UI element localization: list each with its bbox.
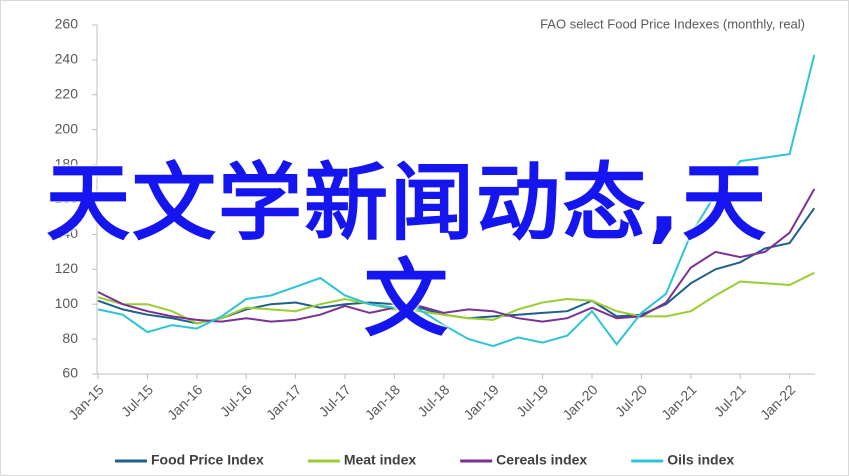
x-tick-label: Jul-21 bbox=[711, 381, 749, 419]
x-tick-label: Jan-19 bbox=[460, 381, 502, 423]
x-tick-label: Jan-21 bbox=[658, 381, 700, 423]
x-tick-label: Jan-17 bbox=[263, 381, 305, 423]
y-tick-label: 180 bbox=[55, 155, 79, 171]
legend-label: Oils index bbox=[667, 452, 734, 468]
y-tick-label: 200 bbox=[55, 120, 79, 136]
y-tick-label: 220 bbox=[55, 86, 79, 102]
y-tick-label: 260 bbox=[55, 16, 79, 32]
x-tick-label: Jan-18 bbox=[362, 381, 404, 423]
x-tick-label: Jul-15 bbox=[118, 381, 156, 419]
y-tick-label: 240 bbox=[55, 51, 79, 67]
y-tick-label: 80 bbox=[62, 330, 78, 346]
legend-label: Meat index bbox=[344, 452, 417, 468]
x-tick-label: Jul-20 bbox=[612, 381, 650, 419]
y-tick-label: 140 bbox=[55, 225, 79, 241]
series-line bbox=[97, 54, 816, 348]
x-tick-label: Jan-20 bbox=[559, 381, 601, 423]
y-tick-label: 160 bbox=[55, 190, 79, 206]
legend-label: Cereals index bbox=[496, 452, 587, 468]
x-tick-label: Jan-22 bbox=[757, 381, 799, 423]
series-line bbox=[97, 188, 816, 323]
x-tick-label: Jan-15 bbox=[65, 381, 107, 423]
x-tick-label: Jan-16 bbox=[164, 381, 206, 423]
legend-label: Food Price Index bbox=[151, 452, 264, 468]
y-tick-label: 100 bbox=[55, 295, 79, 311]
x-tick-label: Jul-19 bbox=[513, 381, 551, 419]
x-tick-label: Jul-18 bbox=[414, 381, 452, 419]
x-tick-label: Jul-16 bbox=[217, 381, 255, 419]
y-tick-label: 120 bbox=[55, 260, 79, 276]
annotation: FAO select Food Price Indexes (monthly, … bbox=[540, 16, 805, 31]
y-tick-label: 60 bbox=[62, 365, 78, 381]
overlay-text: 天文学新闻动态,天文 bbox=[46, 154, 768, 348]
x-tick-label: Jul-17 bbox=[315, 381, 353, 419]
